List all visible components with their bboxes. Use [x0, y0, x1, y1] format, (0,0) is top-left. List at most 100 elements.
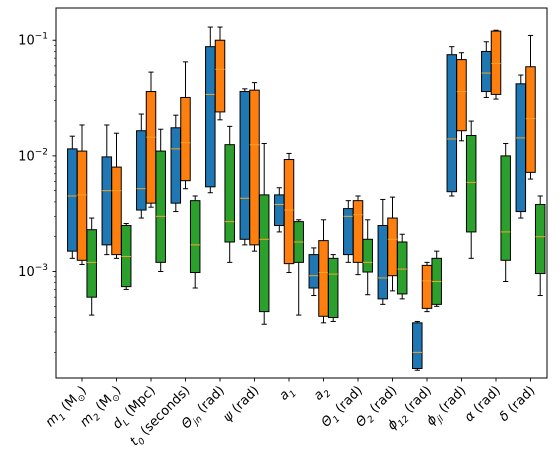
box-iqr [86, 229, 97, 298]
x-category-label: α (rad) [462, 383, 504, 425]
box-series3-cat3 [155, 128, 166, 273]
box-series3-cat8 [327, 254, 339, 322]
box-series1-cat11 [412, 320, 423, 371]
box-series1-cat13 [481, 41, 492, 98]
box-iqr [170, 127, 182, 204]
box-series1-cat7 [274, 187, 285, 233]
x-label-subscript: 0 [137, 436, 148, 447]
y-tick-exponent: −3 [35, 263, 48, 273]
x-label-unit: (rad) [364, 383, 400, 419]
box-iqr [214, 39, 226, 113]
box-iqr [101, 156, 113, 246]
box-series3-cat13 [500, 142, 511, 282]
x-label-unit: (rad) [502, 383, 538, 419]
box-iqr [500, 155, 511, 261]
box-iqr [534, 203, 546, 275]
x-label-subscript: 2 [366, 414, 377, 425]
boxes-layer [67, 26, 546, 371]
box-iqr [67, 148, 78, 252]
y-tick-label: 10−1 [18, 32, 48, 49]
box-iqr [189, 200, 201, 274]
x-label-subscript: 1 [57, 412, 68, 423]
box-iqr [446, 54, 458, 193]
box-series1-cat10 [377, 198, 389, 305]
box-series3-cat2 [120, 223, 132, 290]
box-series2-cat6 [249, 82, 260, 252]
box-series3-cat12 [465, 120, 477, 259]
box-series2-cat9 [352, 195, 364, 276]
box-iqr [421, 264, 433, 309]
y-tick-label: 10−2 [18, 147, 48, 164]
box-series2-cat11 [421, 261, 433, 313]
box-iqr [180, 96, 191, 182]
y-axis: 10−310−210−1 [18, 32, 56, 353]
box-series1-cat3 [136, 113, 147, 219]
box-series2-cat12 [456, 52, 467, 142]
box-series3-cat5 [224, 125, 235, 263]
box-series2-cat13 [490, 29, 502, 100]
box-iqr [490, 30, 502, 95]
y-tick-exponent: −1 [35, 32, 48, 42]
box-series2-cat2 [111, 132, 122, 259]
box-series2-cat5 [214, 26, 226, 121]
box-iqr [308, 254, 320, 289]
box-series1-cat4 [170, 114, 182, 213]
box-series2-cat1 [76, 124, 88, 265]
box-iqr [343, 208, 354, 256]
box-series3-cat9 [362, 219, 373, 296]
box-iqr [318, 240, 329, 317]
box-series2-cat10 [387, 196, 398, 292]
box-iqr [258, 194, 270, 313]
box-iqr [205, 46, 216, 188]
box-iqr [274, 194, 285, 226]
box-iqr [456, 59, 467, 132]
box-series1-cat14 [515, 74, 527, 219]
box-iqr [76, 150, 88, 261]
box-iqr [327, 257, 339, 319]
y-tick-base: 10 [18, 265, 35, 280]
box-iqr [352, 200, 364, 263]
box-iqr [481, 50, 492, 93]
box-iqr [111, 166, 122, 256]
y-tick-label: 10−3 [18, 263, 48, 280]
box-iqr [387, 217, 398, 277]
box-series2-cat7 [283, 152, 295, 274]
box-series2-cat14 [525, 34, 536, 180]
box-iqr [283, 159, 295, 265]
box-series3-cat10 [396, 233, 408, 300]
box-series2-cat8 [318, 219, 329, 324]
plot-frame [55, 7, 548, 379]
box-iqr [377, 224, 389, 300]
x-category-label: δ (rad) [497, 383, 539, 425]
box-iqr [224, 144, 235, 243]
box-series3-cat1 [86, 217, 97, 316]
box-iqr [155, 150, 166, 263]
x-label-subscript: 2 [92, 412, 103, 423]
box-series2-cat4 [180, 61, 191, 190]
x-label-unit: (rad) [226, 383, 262, 419]
x-label-subscript: 2 [322, 389, 333, 400]
x-label-subscript: 1 [288, 389, 299, 400]
box-series1-cat12 [446, 46, 458, 197]
box-iqr [396, 241, 408, 295]
box-iqr [249, 89, 260, 246]
x-category-label: m1 (M⊙) [43, 383, 92, 432]
box-series3-cat7 [293, 219, 304, 316]
x-label-subscript: L [121, 418, 132, 429]
x-category-label: a2 [311, 383, 334, 406]
box-series1-cat9 [343, 200, 354, 263]
box-iqr [136, 130, 147, 211]
box-series1-cat6 [239, 88, 251, 246]
box-series1-cat1 [67, 135, 78, 259]
box-series3-cat6 [258, 142, 270, 325]
box-series1-cat2 [101, 124, 113, 256]
box-series3-cat11 [431, 250, 442, 307]
x-category-label: ψ (rad) [220, 383, 262, 425]
box-iqr [412, 322, 423, 369]
box-series1-cat5 [205, 26, 216, 194]
box-iqr [145, 91, 157, 204]
box-iqr [465, 135, 477, 233]
x-category-label: a1 [277, 383, 299, 405]
box-iqr [525, 66, 536, 173]
